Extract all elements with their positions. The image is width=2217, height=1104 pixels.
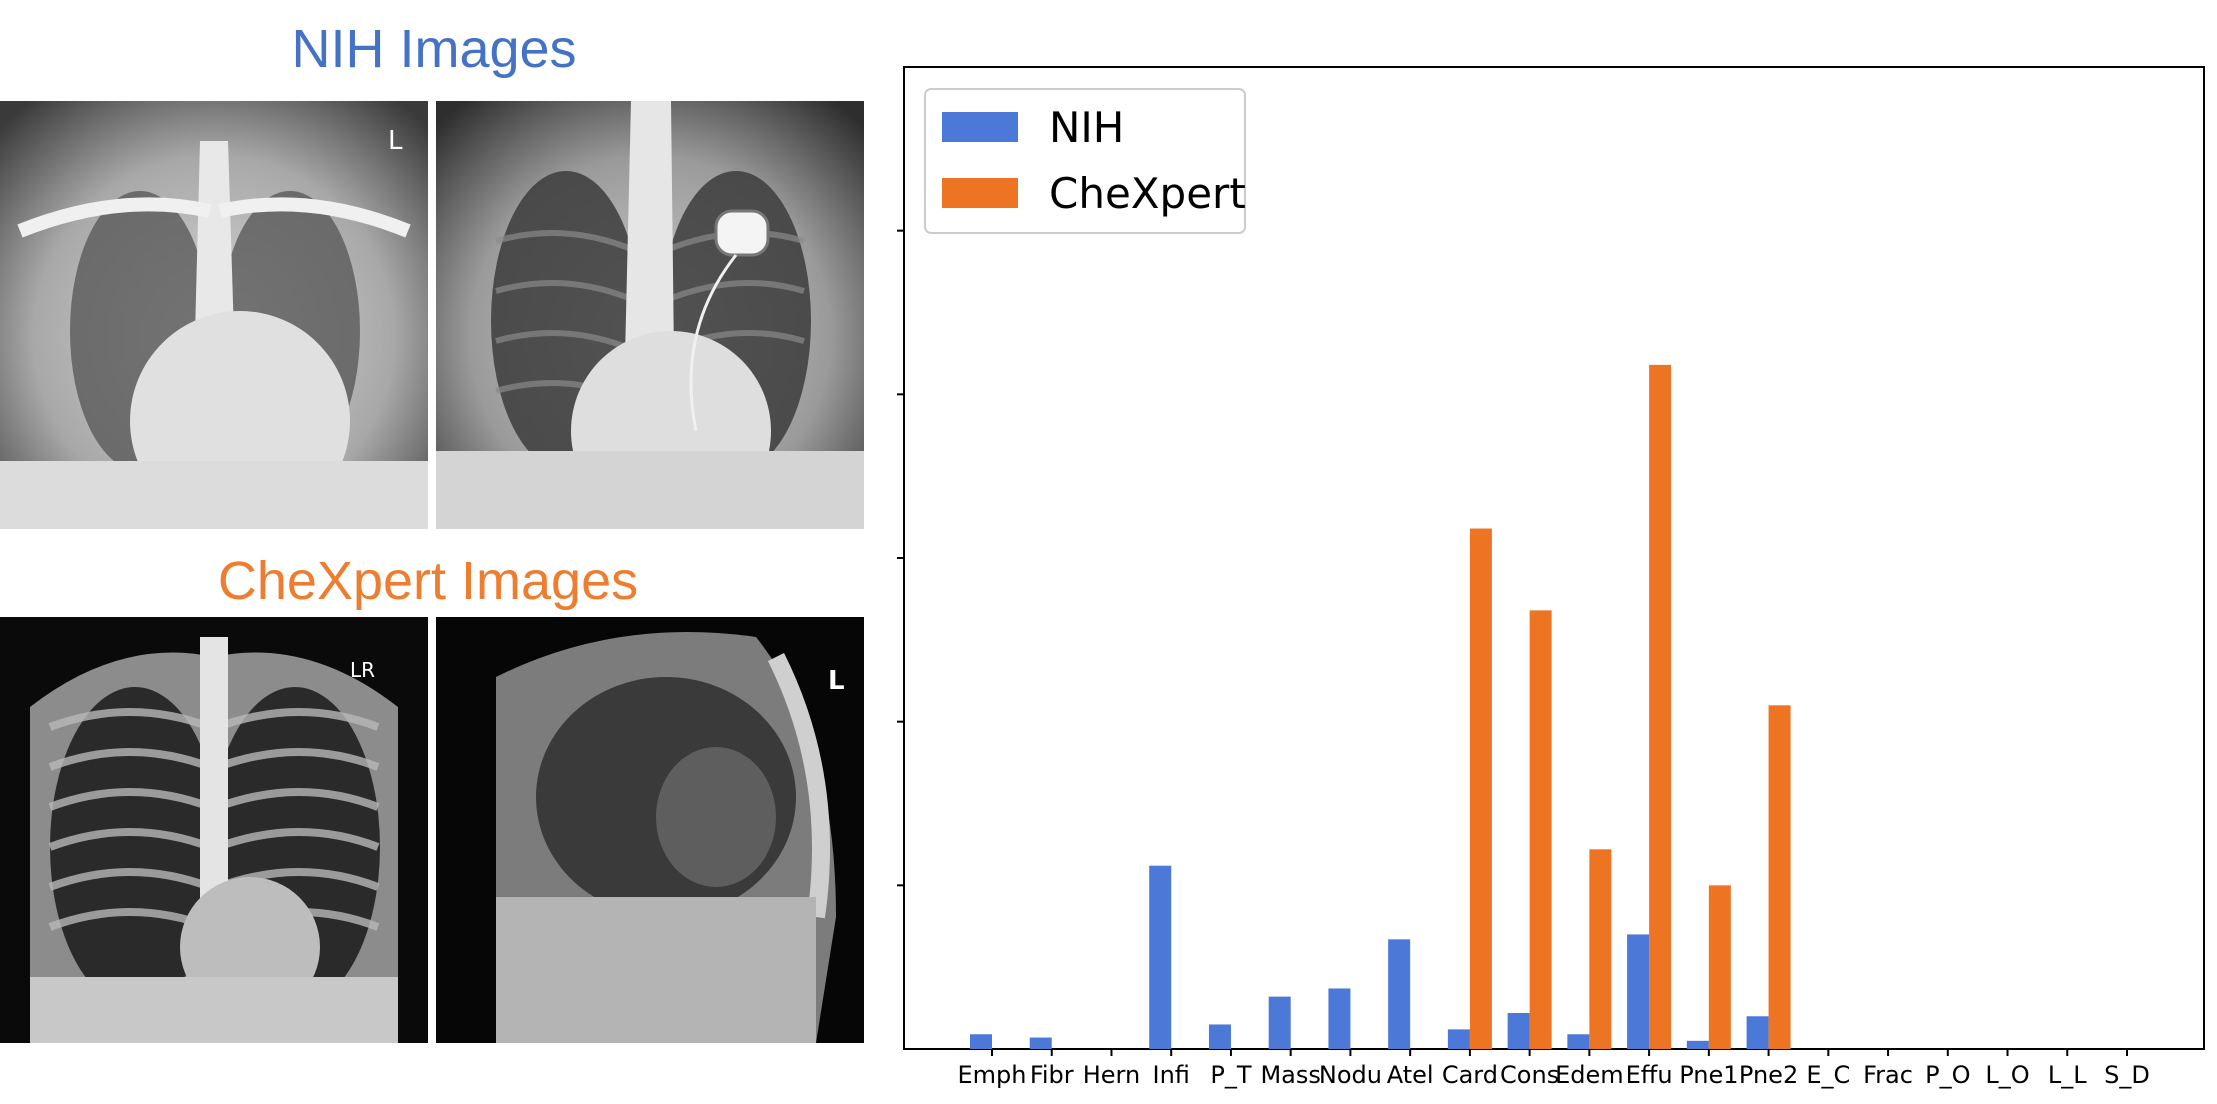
x-tick-label: Frac [1863,1061,1913,1089]
bar-nih-mass [1268,996,1291,1049]
bar-nih-fibr [1029,1037,1052,1049]
x-tick-label: Card [1442,1061,1498,1089]
x-tick-label: S_D [2104,1061,2150,1089]
x-tick-label: P_T [1210,1061,1251,1089]
bar-nih-effu [1627,934,1650,1049]
x-tick-label: E_C [1806,1061,1850,1089]
legend-label-nih: NIH [1049,103,1124,152]
nih-frontal-marker: L [388,126,403,156]
chexpert-images-title: CheXpert Images [217,551,639,611]
bar-chexpert-edem [1589,849,1612,1049]
chexpert-lateral-marker: L [828,666,845,696]
x-tick-label: L_O [1985,1061,2029,1089]
x-tick-label: Effu [1626,1061,1673,1089]
bar-nih-pne2 [1746,1016,1769,1049]
x-tick-label: Edem [1555,1061,1624,1089]
x-tick-label: P_O [1925,1061,1970,1089]
chexpert-frontal-xray: LR [0,617,428,1043]
bar-nih-infi [1149,865,1172,1049]
x-tick-label: Atel [1387,1061,1434,1089]
x-tick-label: Hern [1083,1061,1140,1089]
bar-nih-card [1447,1029,1470,1049]
bar-chexpert-pne1 [1708,885,1731,1049]
bar-nih-emph [970,1034,992,1049]
bar-chexpert-cons [1529,610,1552,1049]
nih-frontal-pacemaker-xray [436,101,864,529]
x-tick-label: Infi [1153,1061,1190,1089]
bar-nih-cons [1507,1012,1530,1049]
x-tick-label: Nodu [1319,1061,1382,1089]
legend-label-chexpert: CheXpert [1049,169,1246,218]
x-tick-label: Cons [1500,1061,1559,1089]
legend-swatch-chexpert [942,178,1018,208]
x-tick-label: Mass [1260,1061,1320,1089]
x-tick-label: L_L [2048,1061,2087,1089]
chexpert-frontal-marker: LR [350,658,375,682]
nih-frontal-xray: L [0,101,428,529]
x-tick-label: Pne1 [1679,1061,1738,1089]
chexpert-lateral-xray: L [436,617,864,1043]
x-tick-label: Emph [958,1061,1027,1089]
bar-nih-nodu [1328,988,1351,1049]
x-tick-label: Pne2 [1739,1061,1798,1089]
nih-images-title: NIH Images [291,19,577,79]
bar-chexpert-card [1469,528,1492,1049]
x-tick-label: Fibr [1030,1061,1074,1089]
bar-nih-atel [1388,939,1411,1049]
bar-nih-pne1 [1686,1040,1709,1049]
bar-nih-p_t [1208,1024,1231,1049]
bar-chexpert-effu [1649,364,1672,1050]
legend-swatch-nih [942,112,1018,142]
bar-nih-edem [1567,1034,1590,1049]
bar-chexpert-pne2 [1768,705,1791,1049]
